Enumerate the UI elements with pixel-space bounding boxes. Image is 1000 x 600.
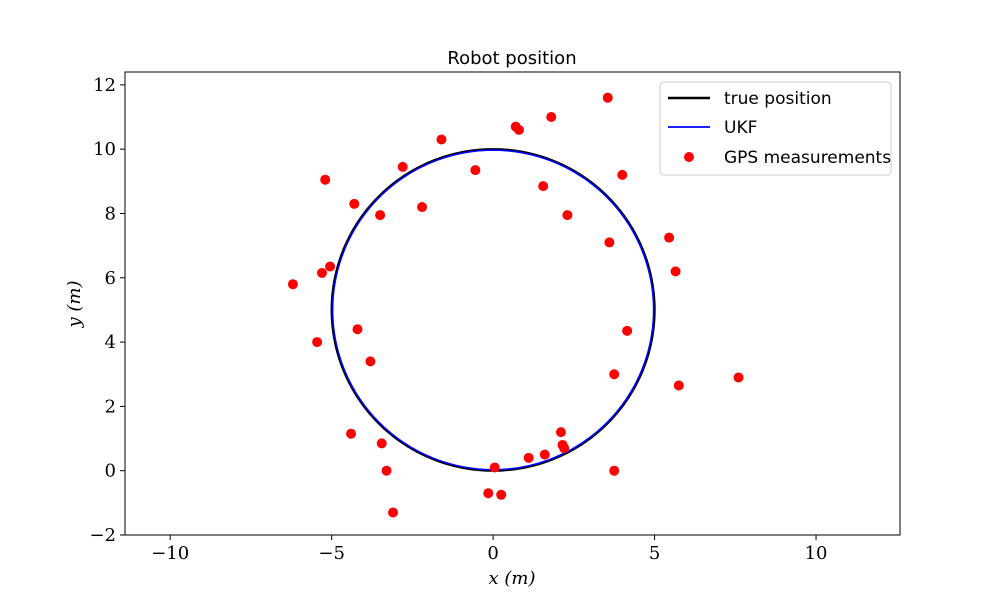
x-tick-label: −5 <box>318 543 345 564</box>
legend-ukf-label: UKF <box>724 118 757 138</box>
gps-point <box>352 324 363 335</box>
gps-point <box>489 462 500 473</box>
gps-point <box>349 198 360 209</box>
gps-point <box>470 165 481 176</box>
legend-true-position-label: true position <box>724 89 832 109</box>
gps-point <box>417 202 428 213</box>
gps-point <box>496 489 507 500</box>
y-tick-label: 2 <box>105 396 116 417</box>
legend-gps-label: GPS measurements <box>724 148 891 168</box>
gps-point <box>604 237 615 248</box>
gps-point <box>617 169 628 180</box>
axes-frame <box>124 71 901 536</box>
x-tick-label: 5 <box>649 543 660 564</box>
x-axis-label: x (m) <box>489 568 536 589</box>
gps-point <box>483 488 494 499</box>
y-axis-label: y (m) <box>64 280 85 328</box>
gps-point <box>397 161 408 172</box>
gps-point <box>670 266 681 277</box>
gps-point <box>312 337 323 348</box>
gps-point <box>287 279 298 290</box>
gps-point <box>325 261 336 272</box>
legend: true position UKF GPS measurements <box>659 81 892 176</box>
gps-point <box>376 438 387 449</box>
gps-point <box>538 181 549 192</box>
x-axis-ticks: −10 −5 0 5 10 <box>151 535 827 564</box>
gps-point <box>316 267 327 278</box>
gps-point <box>365 356 376 367</box>
gps-point <box>513 124 524 135</box>
series-true-position-line <box>330 148 656 472</box>
gps-point <box>346 428 357 439</box>
gps-point <box>664 232 675 243</box>
x-tick-label: −10 <box>151 543 189 564</box>
legend-gps-marker <box>684 152 694 162</box>
gps-point <box>609 465 620 476</box>
gps-point <box>602 92 613 103</box>
gps-point <box>381 465 392 476</box>
gps-point <box>546 112 557 123</box>
plot-area: −10 −5 0 5 10 −2 0 2 4 6 8 10 12 <box>89 71 901 564</box>
gps-point <box>539 449 550 460</box>
y-axis-ticks: −2 0 2 4 6 8 10 12 <box>89 75 125 546</box>
x-tick-label: 0 <box>487 543 498 564</box>
y-tick-label: 6 <box>105 268 116 289</box>
gps-point <box>733 372 744 383</box>
y-tick-label: 4 <box>105 332 116 353</box>
gps-point <box>622 325 633 336</box>
legend-box <box>659 81 892 176</box>
gps-point <box>555 427 566 438</box>
gps-point <box>375 210 386 221</box>
gps-point <box>388 507 399 518</box>
gps-point <box>559 443 570 454</box>
gps-point <box>609 369 620 380</box>
y-tick-label: 0 <box>105 461 116 482</box>
x-tick-label: 10 <box>805 543 828 564</box>
y-tick-label: 8 <box>105 203 116 224</box>
y-tick-label: 12 <box>93 75 116 96</box>
series-layer <box>287 92 744 518</box>
series-ukf-line <box>331 149 655 471</box>
chart-title: Robot position <box>447 48 576 69</box>
gps-point <box>673 380 684 391</box>
gps-point <box>562 210 573 221</box>
gps-point <box>436 134 447 145</box>
gps-point <box>320 174 331 185</box>
gps-point <box>523 452 534 463</box>
y-tick-label: 10 <box>93 139 116 160</box>
y-tick-label: −2 <box>89 525 116 546</box>
